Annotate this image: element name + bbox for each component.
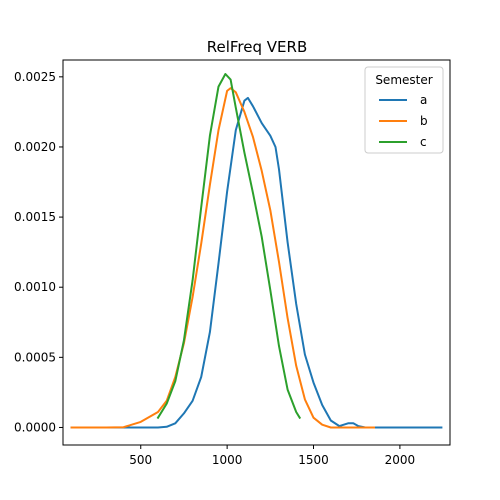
plot-frame [62,59,451,446]
x-tick-label: 500 [129,453,152,467]
y-tick-label: 0.0010 [14,280,56,294]
legend-label-c: c [420,135,427,149]
legend-label-a: a [420,93,427,107]
x-tick-label: 1500 [298,453,329,467]
y-tick-label: 0.0020 [14,140,56,154]
y-axis: 0.0000 0.0005 0.0010 0.0015 0.0020 0.0025 [14,70,63,434]
series-line-c [156,73,302,420]
y-tick-label: 0.0005 [14,350,56,364]
x-tick-label: 1000 [212,453,243,467]
legend-title: Semester [375,73,432,87]
series-line-a [70,96,443,429]
legend-entries: abc [379,93,428,149]
x-tick-label: 2000 [385,453,416,467]
legend-box [364,66,444,154]
legend: Semester abc [364,66,444,154]
legend-label-b: b [420,114,428,128]
series-layer [70,73,443,429]
y-tick-label: 0.0015 [14,210,56,224]
y-tick-label: 0.0025 [14,70,56,84]
x-axis: 500 1000 1500 2000 [129,445,415,467]
y-tick-label: 0.0000 [14,420,56,434]
chart-title: RelFreq VERB [207,38,308,56]
